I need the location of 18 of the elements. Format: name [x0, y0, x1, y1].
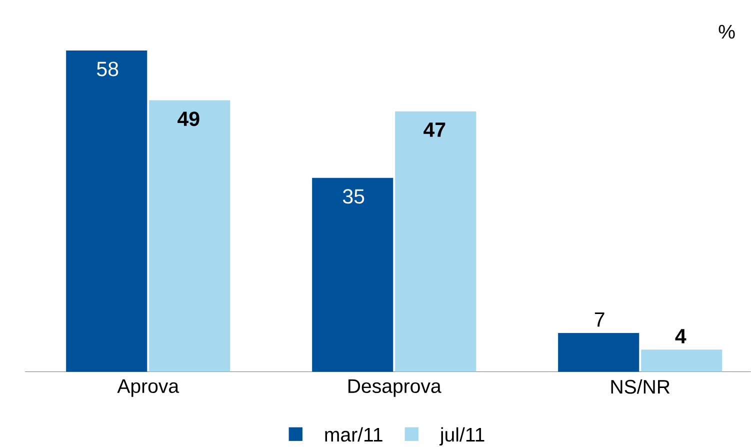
data-label: 47: [424, 122, 446, 137]
data-label: 35: [342, 189, 364, 204]
x-tick-label: Aprova: [117, 379, 180, 397]
legend-label: mar/11: [325, 427, 382, 442]
text: %: [718, 25, 735, 39]
bar: [66, 50, 148, 372]
data-label: 4: [675, 329, 686, 344]
legend-label: jul/11: [439, 427, 484, 446]
bar: [149, 100, 230, 372]
bar: [641, 350, 722, 372]
x-tick-label: NS/NR: [611, 379, 670, 394]
data-label: 49: [178, 112, 200, 126]
bar: [558, 333, 640, 372]
data-label: 58: [97, 62, 118, 76]
data-label: 7: [594, 312, 604, 327]
x-tick-label: Desaprova: [348, 379, 442, 397]
bar: [395, 111, 476, 372]
bar: [312, 178, 394, 372]
